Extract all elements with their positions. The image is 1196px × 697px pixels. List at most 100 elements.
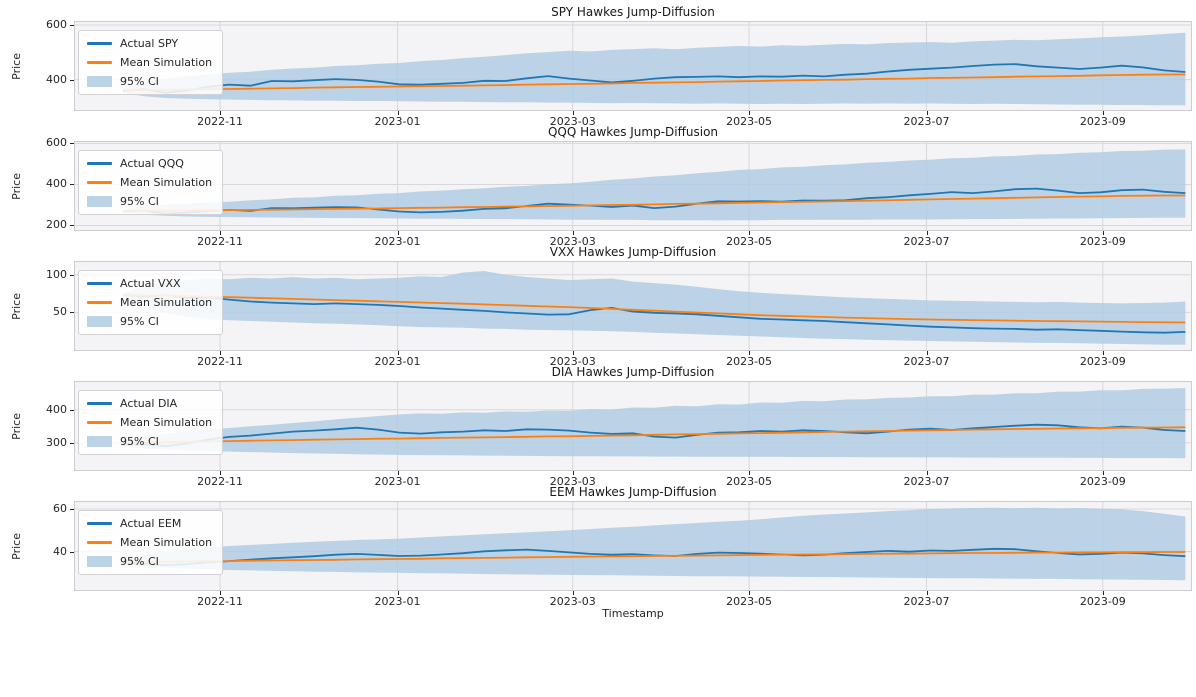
y-tick-mark	[70, 25, 74, 26]
x-tick-mark	[220, 591, 221, 595]
legend-item-actual: Actual QQQ	[87, 154, 212, 173]
x-tick-label: 2023-09	[1079, 235, 1126, 248]
y-tick-label: 60	[53, 502, 67, 515]
y-tick-label: 200	[46, 218, 67, 232]
legend-label: Actual EEM	[120, 517, 182, 530]
plot-frame	[74, 501, 1192, 591]
x-tick-mark	[573, 471, 574, 475]
legend-item-ci: 95% CI	[87, 72, 212, 91]
x-tick-label: 2023-05	[726, 115, 773, 128]
legend-label: Actual SPY	[120, 37, 179, 50]
x-tick-label: 2023-01	[374, 595, 421, 608]
x-tick-mark	[749, 471, 750, 475]
plot-area: Price Actual EEM Mean Simulation 95% CI …	[10, 501, 1192, 608]
y-tick-mark	[70, 509, 74, 510]
x-tick-label: 2022-11	[197, 475, 244, 488]
y-tick-label: 50	[53, 305, 67, 319]
y-tick-mark	[70, 410, 74, 411]
y-tick-mark	[70, 275, 74, 276]
y-axis-label: Price	[9, 292, 23, 320]
x-tick-label: 2023-01	[374, 475, 421, 488]
x-tick-label: 2022-11	[197, 355, 244, 368]
legend-label: Mean Simulation	[120, 416, 213, 429]
x-tick-label: 2022-11	[197, 595, 244, 608]
y-axis-label: Price	[9, 412, 23, 440]
x-tick-label: 2023-05	[726, 235, 773, 248]
legend-label: Mean Simulation	[120, 296, 213, 309]
chart-title: DIA Hawkes Jump-Diffusion	[551, 365, 715, 379]
x-tick-mark	[927, 591, 928, 595]
legend-label: 95% CI	[120, 555, 159, 568]
legend-label: Actual QQQ	[120, 157, 184, 170]
x-tick-label: 2022-11	[197, 235, 244, 248]
subplot-qqq: QQQ Hawkes Jump-Diffusion Price Actual Q…	[0, 124, 1196, 248]
x-tick-mark	[749, 231, 750, 235]
plot-canvas	[75, 262, 1191, 350]
y-tick-label: 600	[46, 18, 67, 32]
x-tick-mark	[927, 231, 928, 235]
x-tick-mark	[573, 111, 574, 115]
y-tick-mark	[70, 184, 74, 185]
actual-line	[122, 423, 1186, 448]
actual-line	[122, 63, 1186, 94]
x-tick-mark	[1103, 351, 1104, 355]
legend: Actual EEM Mean Simulation 95% CI	[78, 510, 224, 575]
y-axis-label: Price	[9, 532, 23, 560]
x-tick-mark	[398, 231, 399, 235]
plot-frame	[74, 261, 1192, 351]
mean-line	[122, 551, 1186, 564]
legend-item-actual: Actual VXX	[87, 274, 212, 293]
legend-label: Mean Simulation	[120, 56, 213, 69]
y-tick-label: 400	[46, 177, 67, 191]
legend-item-mean: Mean Simulation	[87, 533, 212, 552]
y-tick-label: 400	[46, 72, 67, 86]
y-tick-mark	[70, 552, 74, 553]
y-tick-label: 40	[53, 544, 67, 558]
x-tick-label: 2023-09	[1079, 355, 1126, 368]
mean-line-swatch	[87, 61, 112, 64]
y-axis-label: Price	[9, 52, 23, 80]
legend-item-mean: Mean Simulation	[87, 53, 212, 72]
x-tick-mark	[1103, 111, 1104, 115]
x-tick-mark	[1103, 231, 1104, 235]
actual-line	[122, 187, 1186, 215]
x-tick-label: 2022-11	[197, 115, 244, 128]
x-tick-label: 2023-07	[903, 235, 950, 248]
mean-line-swatch	[87, 181, 112, 184]
legend-label: 95% CI	[120, 75, 159, 88]
chart-title: EEM Hawkes Jump-Diffusion	[549, 485, 717, 499]
mean-line	[122, 194, 1186, 212]
x-tick-label: 2023-01	[374, 355, 421, 368]
x-tick-mark	[749, 351, 750, 355]
ci-band	[123, 388, 1186, 459]
chart-title: SPY Hawkes Jump-Diffusion	[551, 5, 715, 19]
mean-line	[122, 73, 1186, 92]
ci-band	[123, 149, 1186, 221]
actual-line-swatch	[87, 402, 112, 405]
actual-line-swatch	[87, 282, 112, 285]
x-tick-label: 2023-05	[726, 355, 773, 368]
actual-line-swatch	[87, 522, 112, 525]
legend-label: 95% CI	[120, 435, 159, 448]
x-tick-label: 2023-07	[903, 355, 950, 368]
x-tick-label: 2023-03	[549, 235, 596, 248]
x-tick-label: 2023-01	[374, 235, 421, 248]
x-tick-label: 2023-03	[549, 355, 596, 368]
ci-band-swatch	[87, 76, 112, 87]
x-tick-mark	[220, 111, 221, 115]
x-tick-label: 2023-07	[903, 475, 950, 488]
legend-item-mean: Mean Simulation	[87, 293, 212, 312]
x-tick-label: 2023-09	[1079, 115, 1126, 128]
x-tick-mark	[1103, 591, 1104, 595]
y-tick-mark	[70, 143, 74, 144]
subplot-vxx: VXX Hawkes Jump-Diffusion Price Actual V…	[0, 244, 1196, 368]
legend: Actual DIA Mean Simulation 95% CI	[78, 390, 224, 455]
legend-item-ci: 95% CI	[87, 312, 212, 331]
x-axis-label: Timestamp	[602, 607, 664, 620]
legend-label: Mean Simulation	[120, 176, 213, 189]
mean-line-swatch	[87, 541, 112, 544]
legend: Actual QQQ Mean Simulation 95% CI	[78, 150, 224, 215]
plot-canvas	[75, 502, 1191, 590]
y-axis-label: Price	[9, 172, 23, 200]
x-tick-label: 2023-05	[726, 595, 773, 608]
